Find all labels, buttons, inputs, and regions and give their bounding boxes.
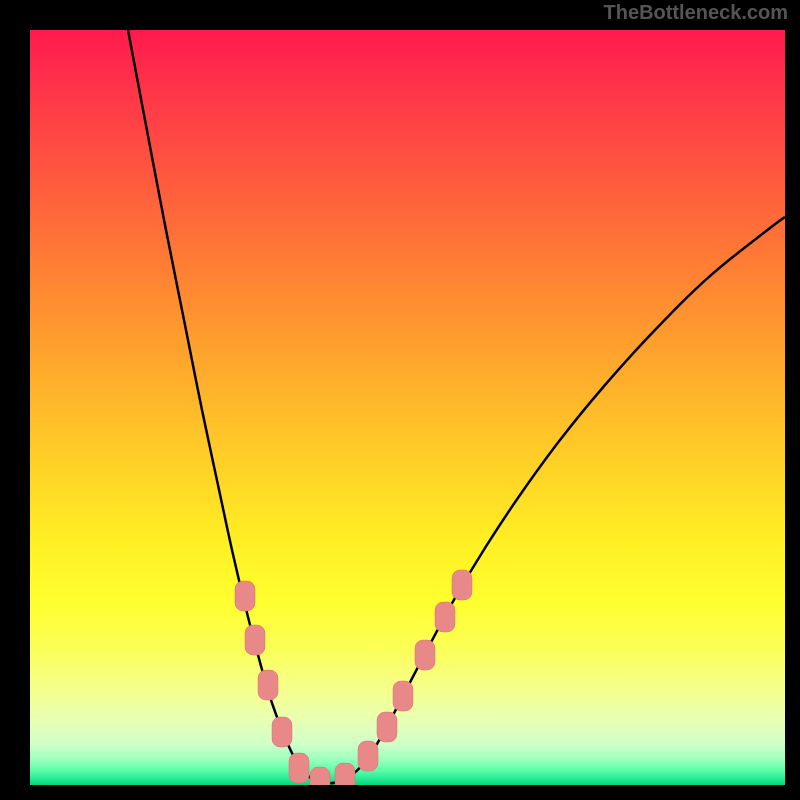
data-marker: [335, 763, 355, 785]
data-marker: [377, 712, 397, 742]
curve-layer: [30, 30, 785, 785]
data-marker: [235, 581, 255, 611]
data-marker: [435, 602, 455, 632]
data-marker: [310, 767, 330, 785]
valley-curve: [128, 30, 785, 783]
data-marker: [415, 640, 435, 670]
plot-area: [30, 30, 785, 785]
data-marker: [289, 753, 309, 783]
data-marker: [452, 570, 472, 600]
data-marker: [358, 741, 378, 771]
marker-group: [235, 570, 472, 785]
data-marker: [245, 625, 265, 655]
data-marker: [258, 670, 278, 700]
data-marker: [393, 681, 413, 711]
data-marker: [272, 717, 292, 747]
watermark-text: TheBottleneck.com: [604, 2, 788, 25]
